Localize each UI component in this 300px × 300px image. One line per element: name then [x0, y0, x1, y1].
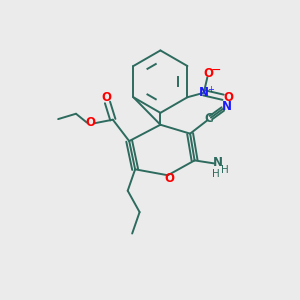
Text: N: N — [213, 156, 223, 169]
Text: +: + — [207, 85, 214, 94]
Text: O: O — [223, 91, 233, 104]
Text: H: H — [221, 165, 229, 175]
Text: O: O — [164, 172, 174, 185]
Text: C: C — [205, 112, 214, 125]
Text: −: − — [210, 64, 221, 77]
Text: N: N — [222, 100, 232, 112]
Text: O: O — [203, 67, 213, 80]
Text: H: H — [212, 169, 220, 179]
Text: O: O — [101, 92, 111, 104]
Text: O: O — [85, 116, 95, 129]
Text: N: N — [199, 86, 209, 99]
